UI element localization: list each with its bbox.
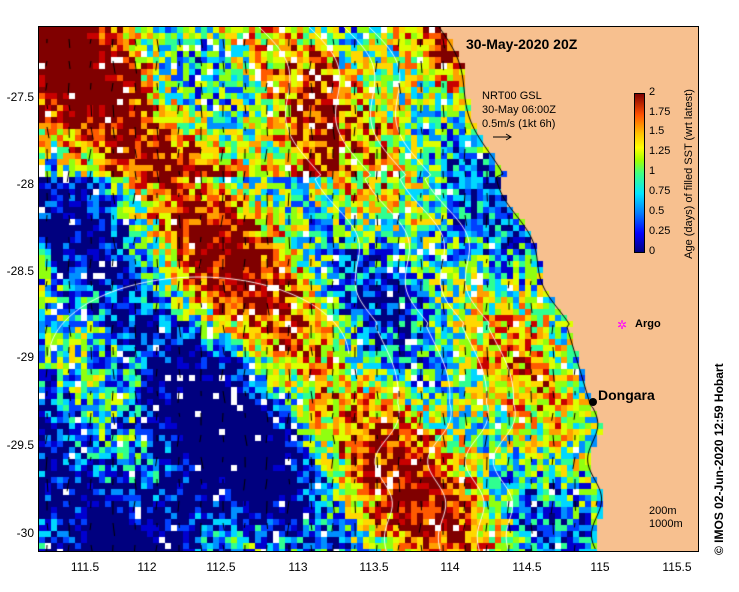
lat-tick-label: -28.5 (6, 264, 34, 278)
lon-tick-label: 113.5 (359, 560, 389, 574)
lon-tick-label: 112.5 (206, 560, 236, 574)
colorbar-title: Age (days) of filled SST (wrt latest) (683, 89, 695, 259)
gsl-time: 30-May 06:00Z (482, 104, 556, 116)
colorbar (634, 93, 645, 253)
depth-contour-legend: 200m 1000m (649, 505, 683, 531)
argo-label: Argo (635, 318, 661, 330)
argo-float-icon: ✲ (617, 318, 628, 332)
lon-tick-label: 115.5 (662, 560, 692, 574)
lat-tick-label: -29.5 (6, 438, 34, 452)
contour-1000m: 1000m (649, 518, 683, 530)
gsl-legend: NRT00 GSL 30-May 06:00Z 0.5m/s (1kt 6h) (482, 89, 556, 131)
lon-tick-label: 111.5 (70, 560, 100, 574)
lon-tick-label: 112 (137, 560, 157, 574)
imos-credit: © IMOS 02-Jun-2020 12:59 Hobart (712, 363, 726, 555)
lon-tick-label: 114 (440, 560, 460, 574)
dongara-marker-icon (589, 398, 597, 406)
gsl-scale: 0.5m/s (1kt 6h) (482, 118, 556, 130)
colorbar-tick: 1.75 (649, 106, 671, 118)
colorbar-tick: 2 (649, 86, 656, 98)
lon-tick-label: 113 (288, 560, 308, 574)
colorbar-tick: 1.5 (649, 125, 665, 137)
lat-tick-label: -29 (16, 350, 34, 364)
gsl-source: NRT00 GSL (482, 90, 542, 102)
colorbar-tick: 0 (649, 245, 656, 257)
lon-tick-label: 114.5 (512, 560, 542, 574)
colorbar-tick: 1 (649, 165, 656, 177)
lat-tick-label: -27.5 (6, 90, 34, 104)
colorbar-tick: 0.75 (649, 185, 671, 197)
lat-tick-label: -30 (16, 526, 34, 540)
sst-age-map (39, 27, 698, 551)
contour-200m: 200m (649, 505, 677, 517)
map-title: 30-May-2020 20Z (466, 36, 578, 52)
colorbar-tick: 0.5 (649, 205, 665, 217)
sst-map-frame (38, 26, 699, 552)
lat-tick-label: -28 (16, 177, 34, 191)
lon-tick-label: 115 (590, 560, 610, 574)
current-arrow-icon (493, 133, 512, 141)
colorbar-tick: 1.25 (649, 145, 671, 157)
colorbar-tick: 0.25 (649, 225, 671, 237)
dongara-label: Dongara (598, 387, 655, 403)
